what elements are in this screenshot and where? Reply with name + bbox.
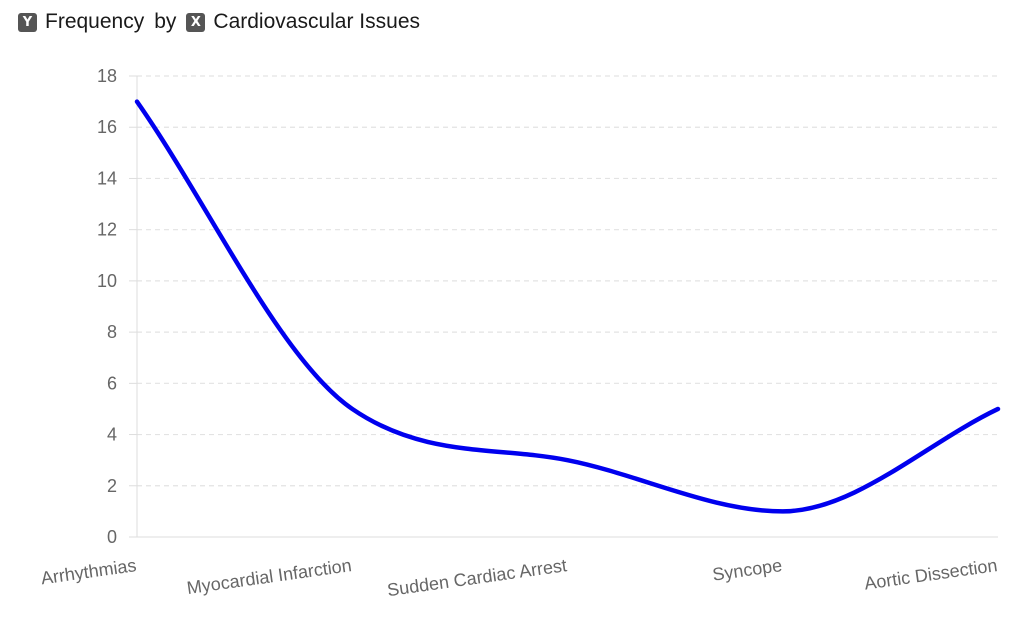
- y-field-label: Frequency: [45, 10, 145, 33]
- x-tick-label-2: Sudden Cardiac Arrest: [386, 555, 568, 600]
- y-tick-label-4: 4: [107, 425, 117, 445]
- x-tick-label-3: Syncope: [711, 555, 783, 585]
- y-tick-label-12: 12: [97, 220, 117, 240]
- header-connector: by: [154, 10, 177, 33]
- y-tick-label-10: 10: [97, 271, 117, 291]
- y-tick-label-2: 2: [107, 476, 117, 496]
- y-tick-label-6: 6: [107, 373, 117, 393]
- grid-lines: [137, 75, 998, 487]
- x-tick-labels: Arrhythmias Myocardial Infarction Sudden C…: [40, 555, 999, 600]
- x-tick-label-4: Aortic Dissection: [863, 555, 999, 593]
- axes: [129, 75, 998, 538]
- y-tick-labels: 0 2 4 6 8 10 12 14 16 18: [97, 66, 117, 547]
- chart-header: Y Frequency by X Cardiovascular Issues: [18, 8, 420, 36]
- y-axis-badge: Y: [18, 12, 37, 32]
- series-layer: [134, 99, 1001, 514]
- x-field-label: Cardiovascular Issues: [213, 10, 420, 33]
- x-axis-badge: X: [186, 12, 206, 32]
- y-tick-label-0: 0: [107, 527, 117, 547]
- series-line: [134, 99, 1001, 514]
- x-tick-label-1: Myocardial Infarction: [186, 555, 353, 598]
- y-tick-label-18: 18: [97, 66, 117, 86]
- x-tick-label-0: Arrhythmias: [40, 555, 138, 588]
- y-tick-label-14: 14: [97, 168, 117, 188]
- y-tick-label-8: 8: [107, 322, 117, 342]
- y-tick-label-16: 16: [97, 117, 117, 137]
